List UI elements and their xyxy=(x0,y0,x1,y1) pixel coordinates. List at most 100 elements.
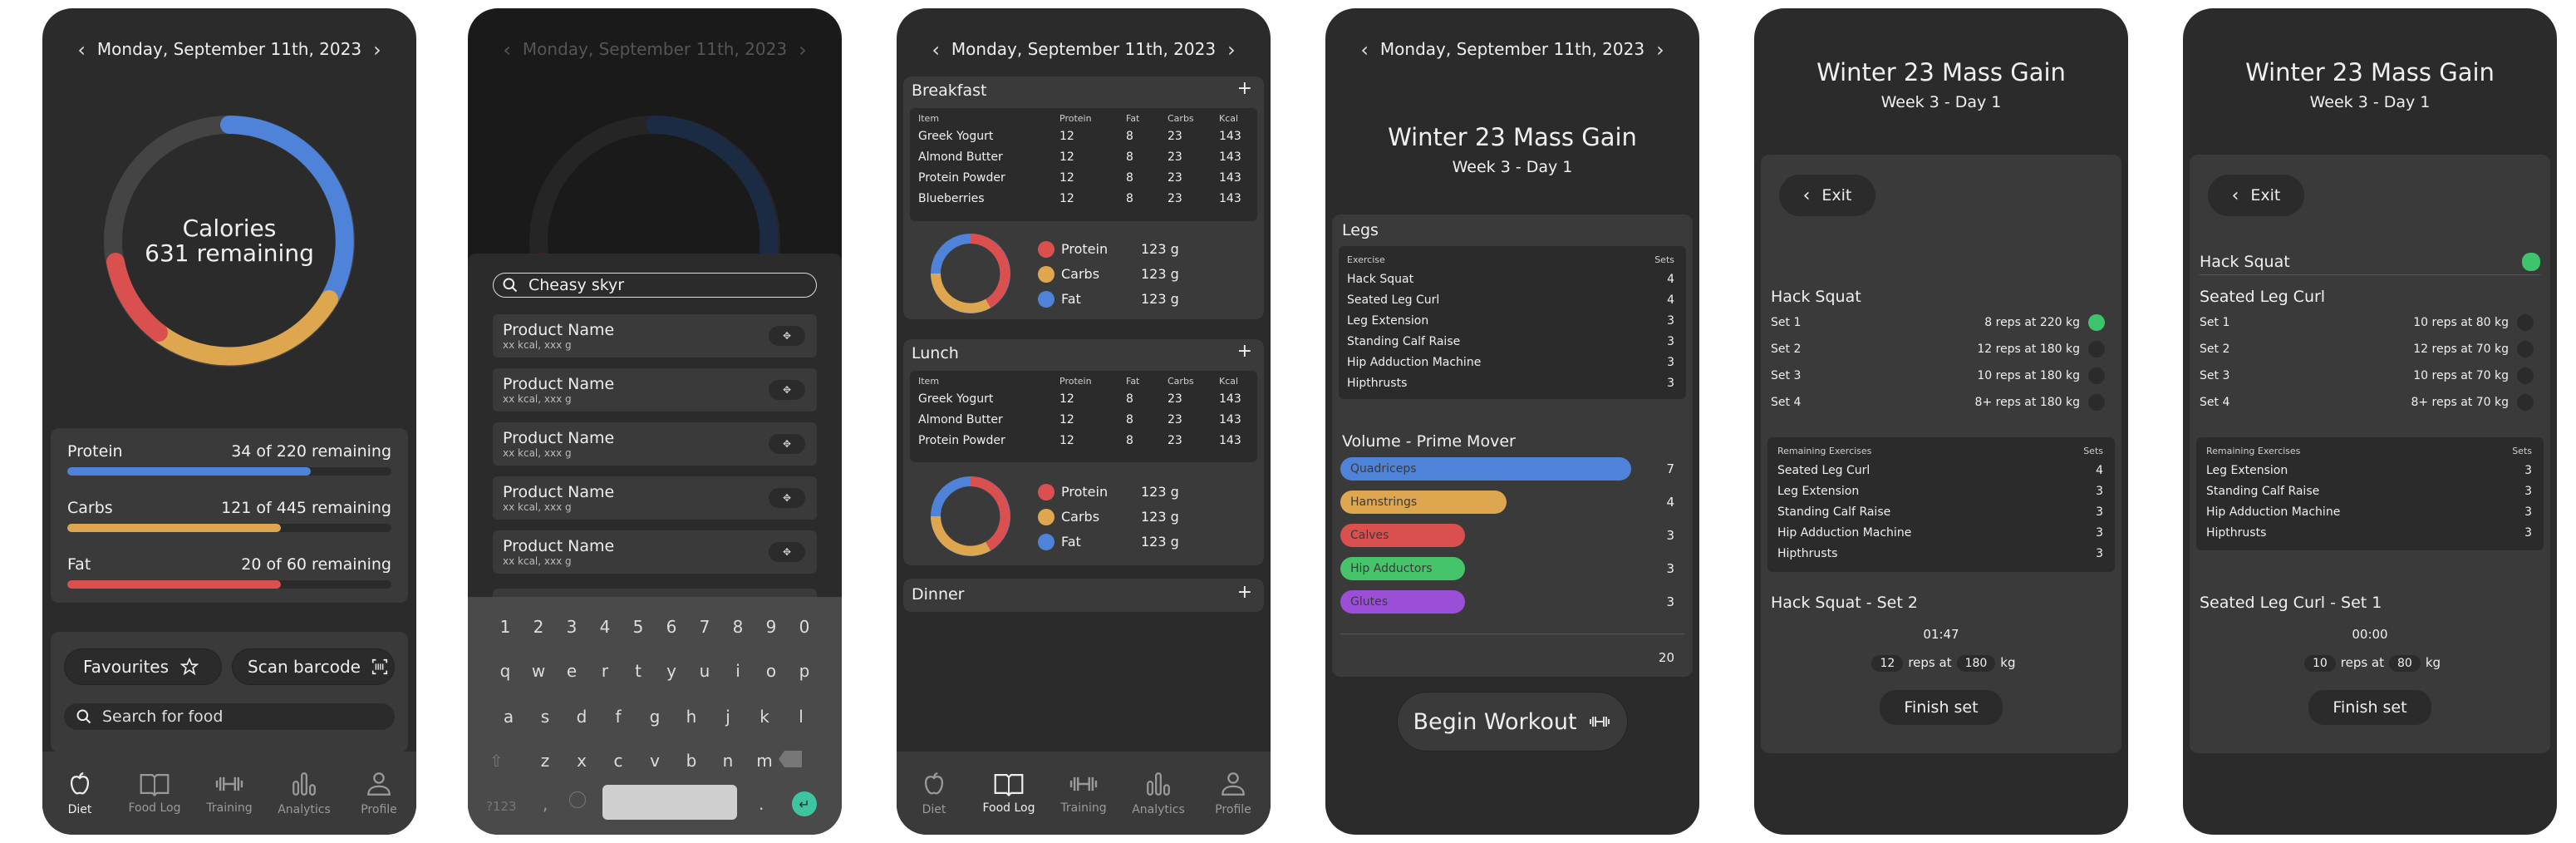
exit-button[interactable]: ‹ Exit xyxy=(1779,175,1875,216)
begin-workout-button[interactable]: Begin Workout xyxy=(1397,692,1628,752)
breakfast-add-button[interactable]: + xyxy=(1236,78,1252,99)
set-status-dot[interactable] xyxy=(2088,341,2105,357)
key[interactable]: 3 xyxy=(566,617,578,637)
comma-key[interactable]: , xyxy=(543,794,548,814)
key[interactable]: 4 xyxy=(599,617,611,637)
backspace-key[interactable] xyxy=(779,751,802,767)
add-product-button[interactable]: ✥ xyxy=(769,380,805,400)
key[interactable]: r xyxy=(601,661,609,681)
nav-foodlog[interactable]: Food Log xyxy=(976,772,1042,815)
finish-set-button[interactable]: Finish set xyxy=(2308,690,2431,725)
key[interactable]: 5 xyxy=(632,617,644,637)
chevron-left-icon[interactable]: ‹ xyxy=(77,38,86,62)
dinner-add-button[interactable]: + xyxy=(1236,582,1252,603)
nav-diet[interactable]: Diet xyxy=(901,770,967,816)
nav-training[interactable]: Training xyxy=(1050,772,1117,815)
key[interactable]: 6 xyxy=(666,617,677,637)
reps-input[interactable]: 12 xyxy=(1871,655,1904,672)
add-product-button[interactable]: ✥ xyxy=(769,326,805,346)
set-status-dot[interactable] xyxy=(2517,394,2534,411)
table-row[interactable]: Blueberries 12 8 23 143 xyxy=(918,190,1251,211)
key[interactable]: c xyxy=(613,751,623,771)
reps-input[interactable]: 10 xyxy=(2303,655,2336,672)
table-row[interactable]: Greek Yogurt 12 8 23 143 xyxy=(918,128,1251,149)
shift-key[interactable]: ⇧ xyxy=(489,751,504,771)
table-row[interactable]: Greek Yogurt 12 8 23 143 xyxy=(918,391,1251,412)
emoji-icon[interactable] xyxy=(569,791,586,808)
chevron-right-icon[interactable]: › xyxy=(1656,38,1664,62)
search-food-input[interactable]: Search for food xyxy=(64,703,395,730)
check-icon[interactable] xyxy=(2088,314,2105,331)
key[interactable]: y xyxy=(666,661,676,681)
table-row[interactable]: Almond Butter 12 8 23 143 xyxy=(918,412,1251,432)
add-product-button[interactable]: ✥ xyxy=(769,488,805,508)
add-product-button[interactable]: ✥ xyxy=(769,434,805,454)
set-status-dot[interactable] xyxy=(2088,367,2105,384)
key[interactable]: n xyxy=(722,751,734,771)
product-card[interactable]: Product Name xx kcal, xxx g ✥ xyxy=(493,422,817,466)
key[interactable]: 0 xyxy=(799,617,810,637)
key[interactable]: k xyxy=(760,707,769,727)
weight-input[interactable]: 180 xyxy=(1956,655,1996,672)
add-product-button[interactable]: ✥ xyxy=(769,542,805,562)
product-card[interactable]: Product Name xx kcal, xxx g ✥ xyxy=(493,476,817,520)
table-row[interactable]: Protein Powder 12 8 23 143 xyxy=(918,432,1251,453)
key[interactable]: 1 xyxy=(499,617,511,637)
key[interactable]: u xyxy=(699,661,710,681)
space-key[interactable] xyxy=(602,785,737,820)
key[interactable]: e xyxy=(566,661,578,681)
key[interactable]: f xyxy=(615,707,622,727)
scan-barcode-button[interactable]: Scan barcode xyxy=(232,648,395,685)
key[interactable]: h xyxy=(686,707,697,727)
table-row[interactable]: Protein Powder 12 8 23 143 xyxy=(918,170,1251,190)
set-status-dot[interactable] xyxy=(2088,394,2105,411)
chevron-left-icon[interactable]: ‹ xyxy=(932,38,940,62)
dinner-card[interactable] xyxy=(903,579,1264,612)
key[interactable]: o xyxy=(765,661,777,681)
chevron-left-icon[interactable]: ‹ xyxy=(1360,38,1369,62)
weight-input[interactable]: 80 xyxy=(2389,655,2421,672)
exit-button[interactable]: ‹ Exit xyxy=(2208,175,2304,216)
key[interactable]: j xyxy=(725,707,730,727)
product-card[interactable]: Product Name xx kcal, xxx g ✥ xyxy=(493,368,817,412)
key[interactable]: m xyxy=(756,751,773,771)
key[interactable]: d xyxy=(576,707,587,727)
key[interactable]: x xyxy=(577,751,587,771)
table-row[interactable]: Almond Butter 12 8 23 143 xyxy=(918,149,1251,170)
key[interactable]: 9 xyxy=(765,617,777,637)
key[interactable]: b xyxy=(686,751,697,771)
set-status-dot[interactable] xyxy=(2517,341,2534,357)
key[interactable]: z xyxy=(540,751,550,771)
key[interactable]: s xyxy=(540,707,550,727)
nav-analytics[interactable]: Analytics xyxy=(271,770,337,816)
key[interactable]: g xyxy=(649,707,661,727)
nav-training[interactable]: Training xyxy=(196,772,263,815)
chevron-right-icon[interactable]: › xyxy=(373,38,381,62)
key[interactable]: q xyxy=(499,661,511,681)
key[interactable]: p xyxy=(799,661,810,681)
search-query-input[interactable]: Cheasy skyr xyxy=(493,273,817,298)
set-status-dot[interactable] xyxy=(2517,367,2534,384)
nav-profile[interactable]: Profile xyxy=(346,770,412,816)
symbols-key[interactable]: ?123 xyxy=(486,799,517,814)
key[interactable]: t xyxy=(635,661,642,681)
key[interactable]: 8 xyxy=(732,617,744,637)
key[interactable]: 7 xyxy=(699,617,710,637)
enter-key[interactable]: ↵ xyxy=(792,791,817,816)
nav-analytics[interactable]: Analytics xyxy=(1125,770,1192,816)
key[interactable]: 2 xyxy=(533,617,544,637)
chevron-right-icon[interactable]: › xyxy=(1227,38,1236,62)
finish-set-button[interactable]: Finish set xyxy=(1880,690,2003,725)
key[interactable]: i xyxy=(735,661,740,681)
key[interactable]: a xyxy=(503,707,514,727)
key[interactable]: l xyxy=(799,707,804,727)
period-key[interactable]: . xyxy=(759,794,764,814)
nav-diet[interactable]: Diet xyxy=(47,770,113,816)
product-card[interactable]: Product Name xx kcal, xxx g ✥ xyxy=(493,314,817,357)
favourites-button[interactable]: Favourites xyxy=(64,648,222,685)
set-status-dot[interactable] xyxy=(2517,314,2534,331)
lunch-add-button[interactable]: + xyxy=(1236,341,1252,362)
nav-foodlog[interactable]: Food Log xyxy=(121,772,188,815)
nav-profile[interactable]: Profile xyxy=(1200,770,1266,816)
product-card[interactable]: Product Name xx kcal, xxx g ✥ xyxy=(493,530,817,574)
